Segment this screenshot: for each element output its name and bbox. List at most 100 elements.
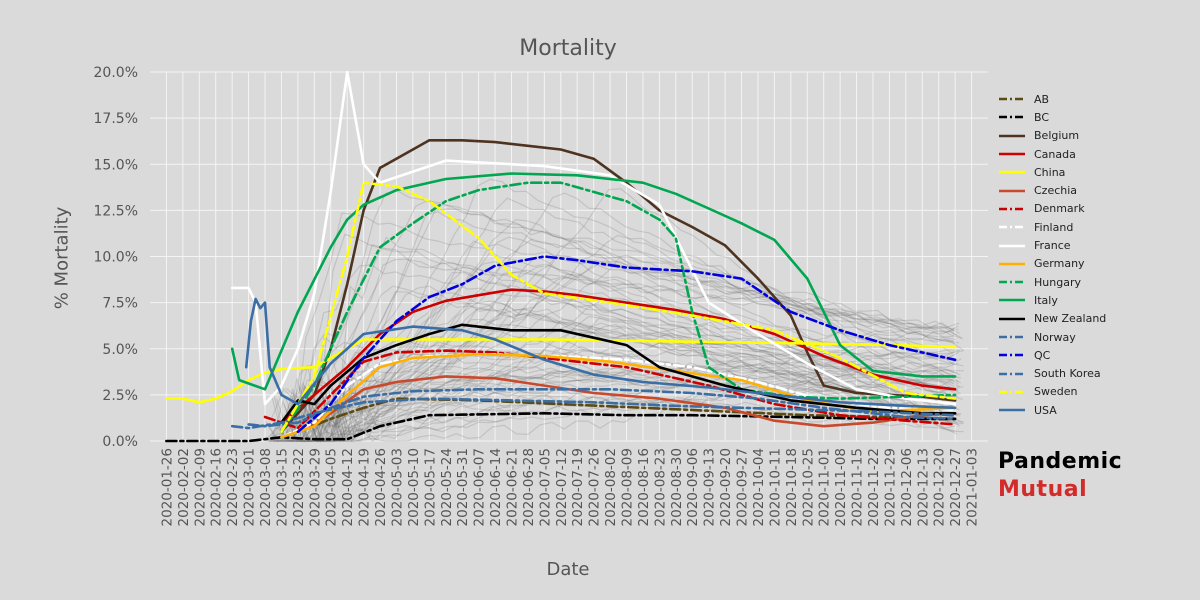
x-tick-label: 2020-05-03 <box>389 448 405 526</box>
legend-item-south-korea: South Korea <box>998 364 1106 382</box>
background-country-line <box>321 322 959 442</box>
legend-swatch <box>999 408 1025 412</box>
series-line-ab <box>296 397 957 434</box>
x-tick-label: 2020-06-21 <box>504 448 520 526</box>
x-tick-label: 2020-08-16 <box>636 448 652 526</box>
y-tick-label: 5.0% <box>102 342 138 358</box>
series-line-germany <box>280 353 957 439</box>
x-tick-label: 2020-08-30 <box>669 448 685 526</box>
legend-swatch <box>999 372 1025 375</box>
series-line-new-zealand <box>280 323 957 424</box>
background-country-line <box>290 208 964 444</box>
x-tick-label: 2020-06-28 <box>521 448 537 526</box>
legend-swatch <box>999 171 1025 174</box>
x-tick-label: 2020-02-23 <box>225 448 241 526</box>
legend-swatch <box>999 262 1025 266</box>
x-tick-label: 2020-02-02 <box>176 448 192 526</box>
legend-label: China <box>1034 165 1066 179</box>
legend-swatch <box>999 134 1025 138</box>
legend-item-finland: Finland <box>998 218 1106 236</box>
x-tick-label: 2020-11-22 <box>866 448 882 526</box>
legend: AB BC Belgium Canada China Czechia Denmark Finl… <box>998 90 1106 419</box>
background-country-line <box>298 364 960 442</box>
legend-item-qc: QC <box>998 346 1106 364</box>
background-country-line <box>268 348 953 443</box>
y-tick-label: 10.0% <box>94 250 138 266</box>
legend-label: Finland <box>1034 220 1074 234</box>
series-line-italy <box>230 172 957 391</box>
x-tick-label: 2020-04-19 <box>357 448 373 526</box>
series-line-czechia <box>296 375 957 434</box>
background-country-line <box>275 264 961 442</box>
x-tick-label: 2020-02-09 <box>192 448 208 526</box>
x-tick-label: 2020-03-29 <box>307 448 323 526</box>
x-tick-label: 2020-03-01 <box>242 448 258 526</box>
background-country-line <box>286 258 960 417</box>
series-line-usa <box>244 297 957 410</box>
x-tick-label: 2020-08-09 <box>620 448 636 526</box>
x-tick-label: 2020-10-25 <box>800 448 816 526</box>
x-tick-label: 2020-06-07 <box>472 448 488 526</box>
x-tick-label: 2020-05-24 <box>439 448 455 526</box>
x-axis-label: Date <box>546 559 590 580</box>
y-tick-label: 7.5% <box>102 296 138 312</box>
x-tick-label: 2020-03-22 <box>291 448 307 526</box>
background-country-line <box>300 349 961 444</box>
background-country-line <box>284 233 958 442</box>
x-tick-label: 2020-09-20 <box>718 448 734 526</box>
x-tick-label: 2020-01-26 <box>159 448 175 526</box>
legend-label: Belgium <box>1034 129 1080 143</box>
legend-swatch <box>999 317 1025 321</box>
background-country-line <box>275 400 961 442</box>
legend-item-germany: Germany <box>998 255 1106 273</box>
x-tick-label: 2021-01-03 <box>965 448 981 526</box>
x-tick-label: 2020-11-01 <box>817 448 833 526</box>
background-country-line <box>286 297 959 442</box>
legend-label: Norway <box>1034 330 1076 344</box>
legend-label: Sweden <box>1034 385 1078 399</box>
legend-item-ab: AB <box>998 90 1106 108</box>
legend-label: BC <box>1034 110 1050 124</box>
legend-swatch <box>999 335 1025 339</box>
legend-label: Czechia <box>1034 184 1078 198</box>
background-country-line <box>324 315 961 442</box>
legend-swatch <box>999 189 1025 192</box>
series-line-norway <box>247 388 957 428</box>
series-line-qc <box>296 255 957 434</box>
legend-item-czechia: Czechia <box>998 181 1106 199</box>
legend-label: France <box>1034 239 1071 253</box>
legend-item-italy: Italy <box>998 291 1106 309</box>
legend-item-norway: Norway <box>998 328 1106 346</box>
legend-label: New Zealand <box>1034 312 1107 326</box>
background-country-line <box>317 211 954 444</box>
x-tick-label: 2020-03-08 <box>258 448 274 526</box>
legend-swatch <box>999 225 1025 229</box>
legend-label: Denmark <box>1034 202 1085 216</box>
x-tick-label: 2020-12-27 <box>948 448 964 526</box>
legend-swatch <box>999 152 1025 156</box>
legend-item-usa: USA <box>998 401 1106 419</box>
background-country-line <box>275 368 961 442</box>
background-country-line <box>271 199 956 443</box>
background-country-line <box>320 188 957 442</box>
legend-item-china: China <box>998 163 1106 181</box>
background-country-line <box>270 338 955 443</box>
legend-label: QC <box>1034 348 1051 362</box>
background-country-line <box>274 327 959 442</box>
legend-item-bc: BC <box>998 108 1106 126</box>
background-country-line <box>293 234 955 443</box>
brand-pandemic: Pandemic <box>998 449 1123 474</box>
legend-label: Hungary <box>1034 275 1081 289</box>
background-country-line <box>275 269 960 442</box>
legend-item-canada: Canada <box>998 145 1106 163</box>
legend-label: USA <box>1034 403 1057 417</box>
x-tick-label: 2020-02-16 <box>209 448 225 526</box>
x-tick-label: 2020-10-04 <box>751 448 767 526</box>
chart-title: Mortality <box>519 36 617 61</box>
x-tick-label: 2020-07-12 <box>554 448 570 526</box>
legend-swatch <box>999 97 1025 101</box>
series-line-south-korea <box>230 397 957 430</box>
y-tick-label: 15.0% <box>94 157 138 173</box>
x-tick-label: 2020-03-15 <box>274 448 290 526</box>
